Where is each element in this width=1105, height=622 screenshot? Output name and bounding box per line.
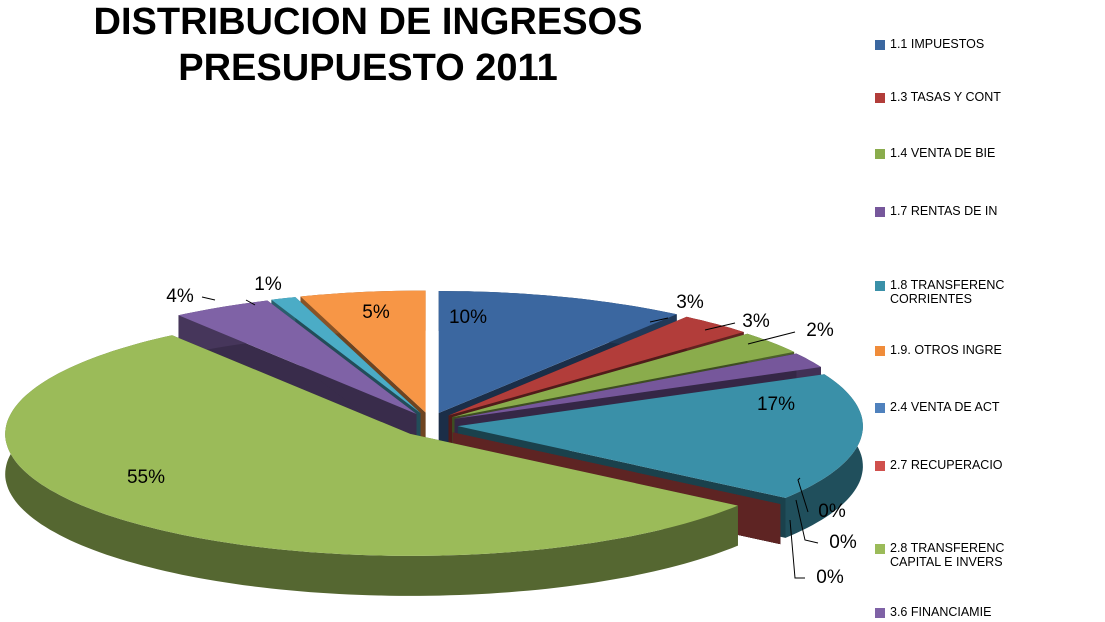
data-label: 2% xyxy=(806,320,834,341)
legend-swatch xyxy=(875,281,885,291)
legend-label: 1.3 TASAS Y CONT xyxy=(890,90,1001,104)
legend-swatch xyxy=(875,207,885,217)
leader-line xyxy=(797,477,809,513)
legend-label: 2.8 TRANSFERENC CAPITAL E INVERS xyxy=(890,541,1004,569)
legend-label: 1.9. OTROS INGRE xyxy=(890,343,1002,357)
legend-label-line: 3.6 FINANCIAMIE xyxy=(890,605,991,619)
data-label: 3% xyxy=(742,311,770,332)
legend-label: 1.8 TRANSFERENC CORRIENTES xyxy=(890,278,1004,306)
legend-label-line: 2.4 VENTA DE ACT xyxy=(890,400,1000,414)
data-label: 17% xyxy=(757,394,795,415)
legend-label-line: 1.8 TRANSFERENC xyxy=(890,278,1004,292)
slice xyxy=(452,333,795,418)
slice xyxy=(5,335,738,556)
slice xyxy=(271,297,421,414)
data-label: 5% xyxy=(362,302,390,323)
legend-swatch xyxy=(875,149,885,159)
legend-label: 1.4 VENTA DE BIE xyxy=(890,146,995,160)
slice xyxy=(454,353,821,419)
data-label: 4% xyxy=(166,286,194,307)
legend-swatch xyxy=(875,544,885,554)
legend-label-line: 1.1 IMPUESTOS xyxy=(890,37,984,51)
legend-label: 2.4 VENTA DE ACT xyxy=(890,400,1000,414)
legend-label: 3.6 FINANCIAMIE xyxy=(890,605,991,619)
legend-label: 2.7 RECUPERACIO xyxy=(890,458,1003,472)
data-label: 10% xyxy=(449,307,487,328)
leader-line xyxy=(795,499,819,544)
data-label: 55% xyxy=(127,467,165,488)
slice xyxy=(300,290,426,413)
data-label: 3% xyxy=(676,292,704,313)
data-label: 0% xyxy=(818,501,846,522)
leader-line xyxy=(649,317,669,323)
legend-swatch xyxy=(875,403,885,413)
legend-label-line: 1.7 RENTAS DE IN xyxy=(890,204,997,218)
data-label: 0% xyxy=(816,567,844,588)
leader-line xyxy=(245,299,256,306)
legend-label-line: 1.9. OTROS INGRE xyxy=(890,343,1002,357)
legend-label: 1.7 RENTAS DE IN xyxy=(890,204,997,218)
slice xyxy=(457,374,863,498)
leader-line xyxy=(747,331,796,345)
data-label: 1% xyxy=(254,274,282,295)
legend-label: 1.1 IMPUESTOS xyxy=(890,37,984,51)
slice xyxy=(178,300,417,414)
legend-swatch xyxy=(875,40,885,50)
chart-title: DISTRIBUCION DE INGRESOS xyxy=(94,1,643,43)
legend-label-line: 2.8 TRANSFERENC xyxy=(890,541,1004,555)
legend-label-line: CAPITAL E INVERS xyxy=(890,555,1003,569)
legend-swatch xyxy=(875,93,885,103)
slice xyxy=(448,316,744,416)
legend-swatch xyxy=(875,346,885,356)
legend-label-line: CORRIENTES xyxy=(890,292,972,306)
slice xyxy=(438,291,677,414)
leader-line xyxy=(704,322,736,331)
leader-line xyxy=(789,519,805,579)
legend-label-line: 1.3 TASAS Y CONT xyxy=(890,90,1001,104)
legend-label-line: 2.7 RECUPERACIO xyxy=(890,458,1003,472)
data-label: 0% xyxy=(829,532,857,553)
legend-swatch xyxy=(875,461,885,471)
legend-swatch xyxy=(875,608,885,618)
legend-label-line: 1.4 VENTA DE BIE xyxy=(890,146,995,160)
pie xyxy=(5,290,863,596)
chart-title: PRESUPUESTO 2011 xyxy=(178,47,557,89)
leader-line xyxy=(201,296,216,301)
